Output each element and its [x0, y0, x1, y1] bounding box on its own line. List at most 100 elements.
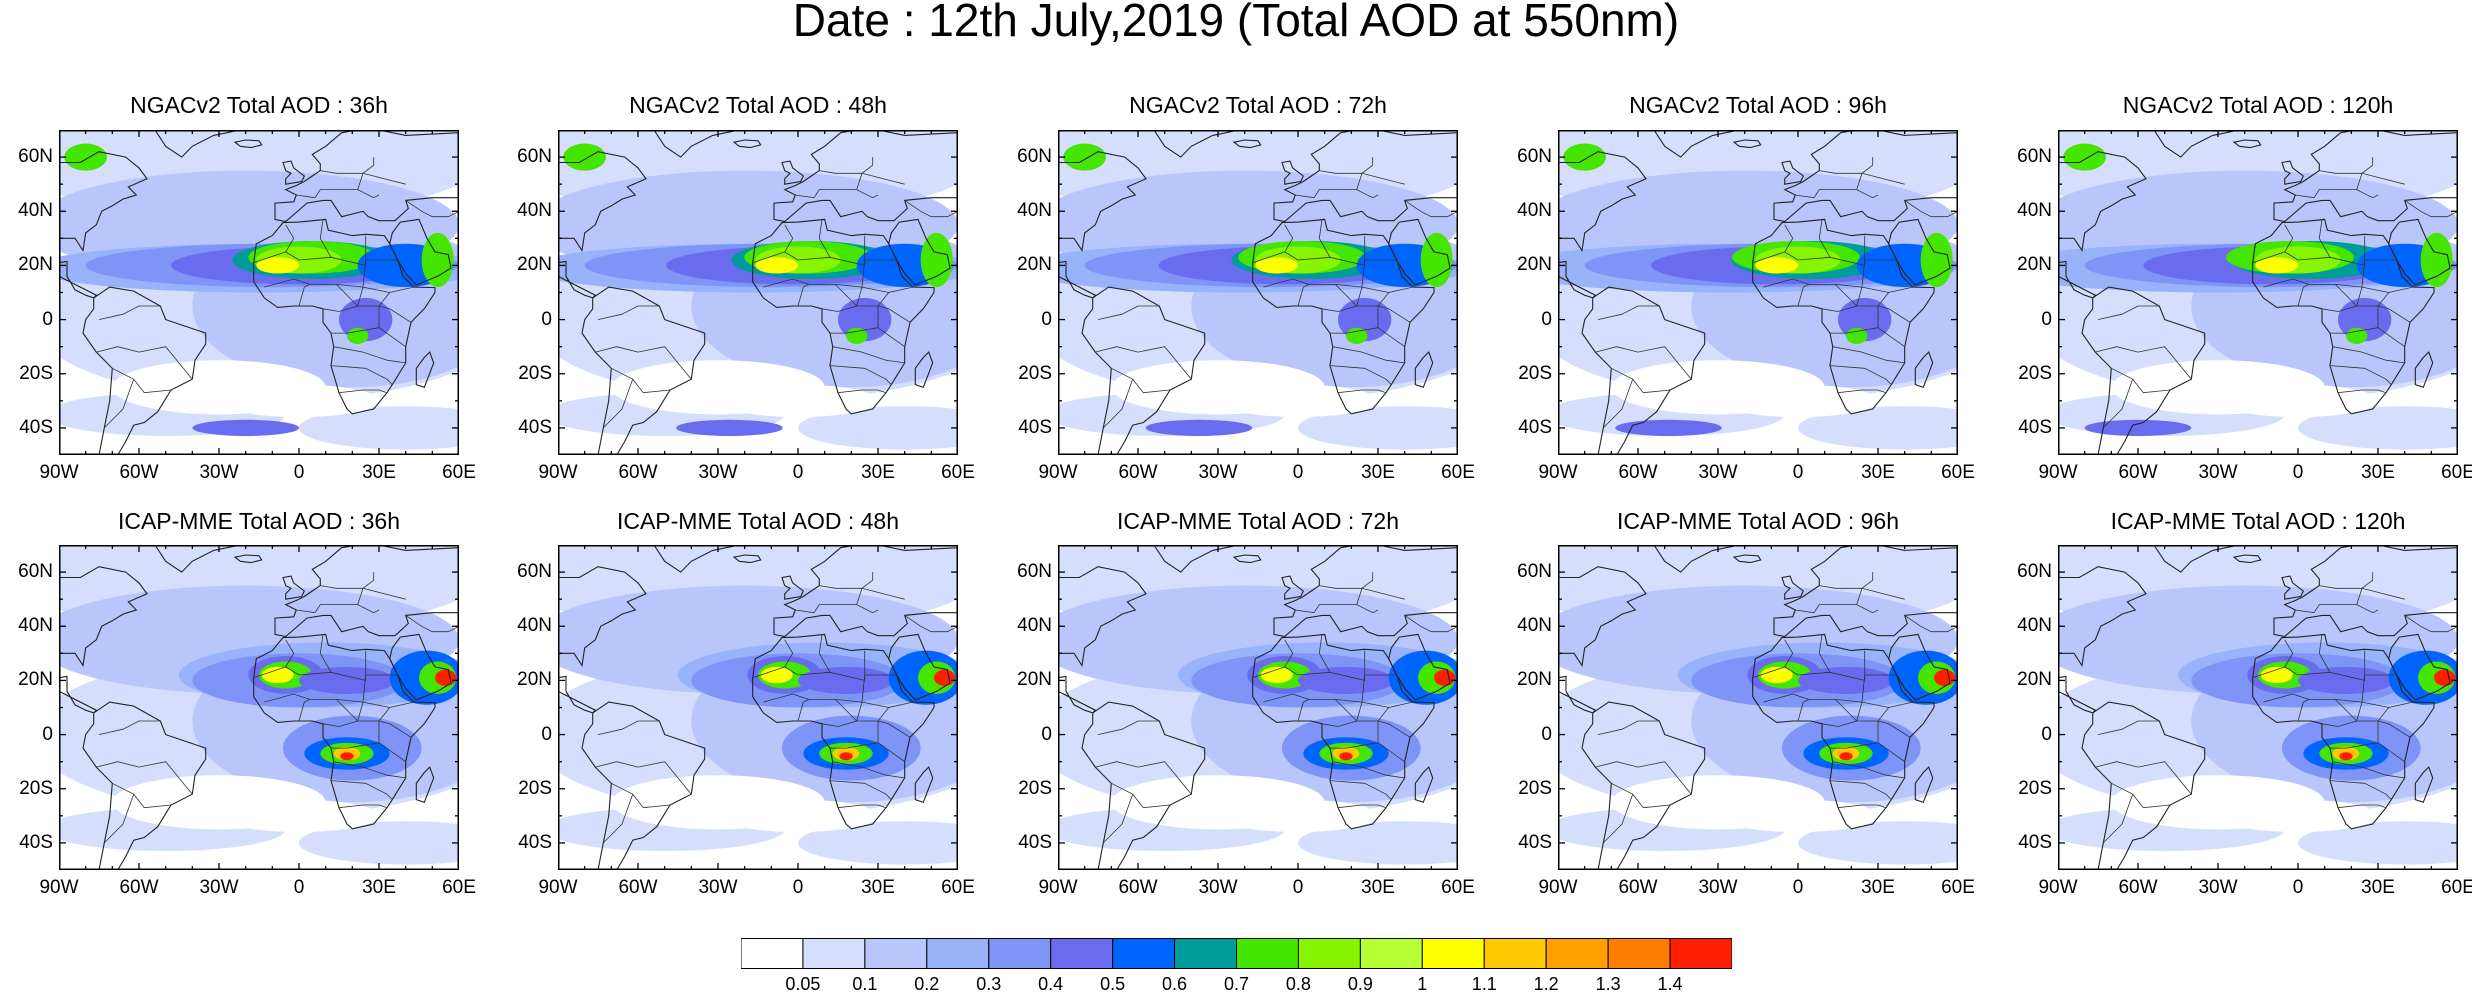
- lon-tick-label: 60W: [1618, 462, 1658, 483]
- colorbar-swatch: [1545, 938, 1609, 969]
- colorbar-swatch: [1483, 938, 1547, 969]
- lat-tick-label: 40S: [1018, 416, 1052, 438]
- aod-contour-8: [846, 327, 868, 344]
- map-plot: [59, 545, 459, 870]
- panel-title: ICAP-MME Total AOD : 72h: [1116, 508, 1400, 534]
- axis-ticks: [2058, 130, 2458, 455]
- colorbar-swatch: [988, 938, 1052, 969]
- lon-tick-label: 60E: [2441, 462, 2472, 483]
- lat-tick-label: 40S: [19, 416, 53, 438]
- lon-tick-label: 0: [293, 877, 305, 898]
- colorbar-swatch: [1112, 938, 1176, 969]
- aod-colorbar: [741, 938, 1732, 969]
- map-plot: [2058, 545, 2458, 870]
- lat-tick-label: 20N: [1017, 254, 1052, 276]
- aod-contour-5: [1145, 419, 1253, 437]
- colorbar-swatch: [741, 938, 804, 969]
- aod-contour-8: [1920, 232, 1953, 288]
- country-borders: [1095, 157, 1458, 429]
- lat-tick-label: 40S: [1518, 831, 1552, 853]
- colorbar-label: 0.8: [1285, 974, 1311, 994]
- lat-tick-label: 0: [1541, 308, 1552, 330]
- aod-map: [558, 130, 958, 455]
- lon-tick-label: 0: [1292, 877, 1304, 898]
- colorbar-label: 1.3: [1595, 974, 1621, 994]
- aod-contour-5: [299, 666, 395, 694]
- lat-tick-label: 60N: [1517, 561, 1552, 583]
- panel-title: NGACv2 Total AOD : 36h: [130, 92, 388, 118]
- lon-tick-label: 30W: [199, 462, 239, 483]
- aod-contour-1: [1298, 821, 1458, 865]
- aod-contour-0: [611, 360, 825, 415]
- colorbar-swatch: [802, 938, 866, 969]
- aod-contour-5: [676, 419, 783, 437]
- aod-contour-8: [1563, 143, 1606, 171]
- figure-title: Date : 12th July,2019 (Total AOD at 550n…: [792, 0, 1680, 46]
- coastlines: [1558, 545, 1958, 870]
- lon-tick-label: 90W: [1538, 462, 1578, 483]
- country-borders: [595, 157, 958, 429]
- aod-contour-5: [2298, 666, 2394, 694]
- aod-contour-11: [1755, 257, 1798, 274]
- lon-tick-label: 30E: [362, 462, 396, 483]
- lon-tick-label: 60E: [2441, 877, 2472, 898]
- lon-tick-label: 30W: [1198, 462, 1238, 483]
- colorbar-swatch: [1236, 938, 1299, 969]
- aod-contour-15: [839, 752, 853, 761]
- lon-tick-label: 30E: [1361, 877, 1395, 898]
- aod-contour-15: [2434, 669, 2456, 686]
- lat-tick-label: 20S: [2018, 777, 2052, 799]
- colorbar-label: 0.5: [1100, 974, 1126, 994]
- aod-contour-11: [2260, 666, 2293, 684]
- lat-tick-label: 60N: [1017, 561, 1052, 583]
- axis-ticks: [2058, 545, 2458, 870]
- axis-ticks: [1058, 130, 1458, 455]
- lon-tick-label: 30W: [1698, 462, 1738, 483]
- aod-contour-8: [64, 143, 107, 171]
- aod-map: [1558, 130, 1958, 455]
- colorbar-swatch: [1050, 938, 1114, 969]
- lon-tick-label: 60E: [1941, 462, 1975, 483]
- panel-title: NGACv2 Total AOD : 120h: [2122, 92, 2394, 118]
- lat-tick-label: 60N: [2017, 146, 2052, 168]
- map-plot: [1058, 130, 1458, 455]
- axis-ticks: [1558, 130, 1958, 455]
- aod-contour-8: [1063, 143, 1106, 171]
- colorbar-label: 0.05: [785, 974, 821, 994]
- lon-tick-label: 60E: [442, 462, 476, 483]
- lat-tick-label: 40S: [2018, 831, 2052, 853]
- lat-tick-label: 20S: [1018, 362, 1052, 384]
- panel-title: ICAP-MME Total AOD : 96h: [1616, 508, 1900, 534]
- aod-contour-11: [755, 257, 798, 274]
- lon-tick-label: 90W: [1038, 462, 1078, 483]
- lat-tick-label: 20S: [19, 777, 53, 799]
- lat-tick-label: 40S: [19, 831, 53, 853]
- aod-contour-15: [1339, 752, 1353, 761]
- colorbar-label: 1.2: [1533, 974, 1559, 994]
- colorbar-label: 0.2: [914, 974, 940, 994]
- aod-contour-5: [2084, 419, 2192, 437]
- aod-contour-11: [1760, 666, 1793, 684]
- map-plot: [1058, 545, 1458, 870]
- lon-tick-label: 0: [2292, 462, 2304, 483]
- axis-ticks: [59, 545, 459, 870]
- aod-contour-8: [920, 232, 953, 288]
- lon-tick-label: 90W: [39, 462, 79, 483]
- lon-tick-label: 60E: [941, 877, 975, 898]
- aod-contour-0: [1611, 775, 1825, 830]
- lon-tick-label: 0: [293, 462, 305, 483]
- lon-tick-label: 0: [1792, 462, 1804, 483]
- country-borders: [2095, 157, 2458, 429]
- lon-tick-label: 0: [1292, 462, 1304, 483]
- colorbar-swatch: [1421, 938, 1485, 969]
- lon-tick-label: 30E: [861, 462, 895, 483]
- lat-tick-label: 40S: [2018, 416, 2052, 438]
- aod-contour-0: [611, 775, 825, 830]
- lon-tick-label: 30E: [2361, 877, 2395, 898]
- map-plot: [558, 545, 958, 870]
- colorbar-swatch: [1359, 938, 1423, 969]
- aod-contour-8: [2346, 327, 2368, 344]
- lat-tick-label: 20N: [18, 254, 53, 276]
- aod-contour-8: [1846, 327, 1868, 344]
- aod-contour-0: [112, 775, 326, 830]
